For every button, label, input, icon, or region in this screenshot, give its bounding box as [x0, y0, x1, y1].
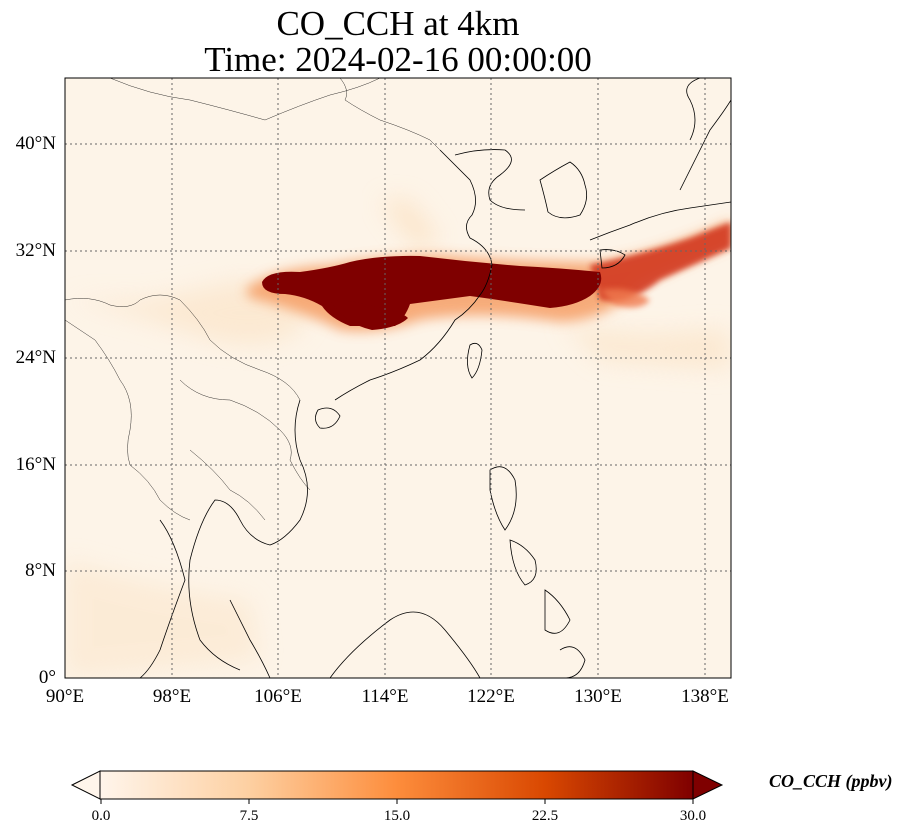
colorbar-tick-label: 22.5: [531, 808, 559, 824]
gridlines: [65, 78, 731, 678]
colorbar-tick-label: 7.5: [239, 808, 259, 824]
lon-tick-label: 114°E: [361, 686, 409, 707]
lat-tick-label: 16°N: [15, 454, 56, 475]
colorbar: [70, 770, 724, 804]
country-borders: [65, 78, 441, 521]
colorbar-title: CO_CCH (ppbv): [769, 771, 893, 791]
lat-tick-label: 8°N: [25, 560, 56, 581]
colorbar-tick-label: 0.0: [91, 808, 111, 824]
lat-tick-label: 0°: [38, 667, 56, 688]
lon-tick-label: 106°E: [254, 686, 302, 707]
plume-east-branch: [590, 222, 731, 301]
colorbar-tick-label: 30.0: [679, 808, 707, 824]
lat-tick-label: 40°N: [15, 133, 56, 154]
lat-tick-label: 32°N: [15, 240, 56, 261]
lon-tick-label: 90°E: [45, 686, 85, 707]
map-subtitle: Time: 2024-02-16 00:00:00: [204, 40, 592, 79]
colorbar-tick-label: 15.0: [383, 808, 411, 824]
lat-tick-label: 24°N: [15, 347, 56, 368]
lon-tick-label: 122°E: [467, 686, 515, 707]
coastlines: [139, 78, 731, 678]
colorbar-high-extend: [692, 770, 724, 800]
map-panel: [65, 78, 731, 678]
lon-tick-label: 130°E: [574, 686, 622, 707]
lon-tick-label: 98°E: [152, 686, 192, 707]
lon-tick-label: 138°E: [681, 686, 729, 707]
concentration-field: [65, 200, 731, 678]
colorbar-low-extend: [70, 770, 101, 800]
map-title: CO_CCH at 4km: [276, 4, 520, 43]
map-frame: [64, 77, 732, 679]
